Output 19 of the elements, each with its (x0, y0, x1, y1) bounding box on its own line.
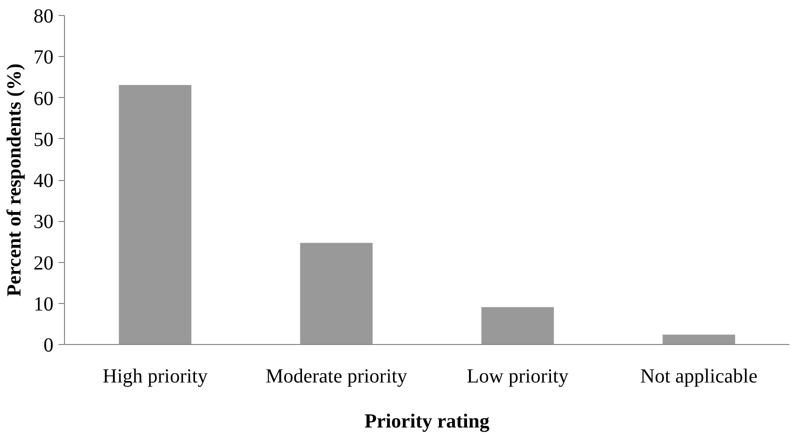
x-tick-label: Low priority (466, 366, 568, 388)
bar (300, 242, 373, 344)
y-axis-title: Percent of respondents (%) (4, 63, 26, 297)
x-tick-label: Not applicable (640, 366, 758, 388)
bar (662, 334, 736, 344)
y-tick-label: 50 (34, 128, 54, 151)
y-tick-label: 60 (34, 88, 54, 110)
y-tick-label: 10 (34, 293, 54, 316)
x-tick-label: High priority (102, 366, 208, 388)
y-tick-label: 40 (34, 170, 54, 192)
y-tick-label: 0 (44, 334, 54, 356)
x-tick-label: Moderate priority (266, 366, 408, 388)
bar (118, 85, 192, 344)
y-tick-label: 70 (34, 46, 54, 69)
y-tick-label: 80 (34, 6, 54, 28)
x-axis-title: Priority rating (364, 410, 490, 432)
y-tick-label: 20 (34, 252, 54, 274)
bar (481, 307, 554, 344)
y-tick-label: 30 (34, 211, 54, 234)
